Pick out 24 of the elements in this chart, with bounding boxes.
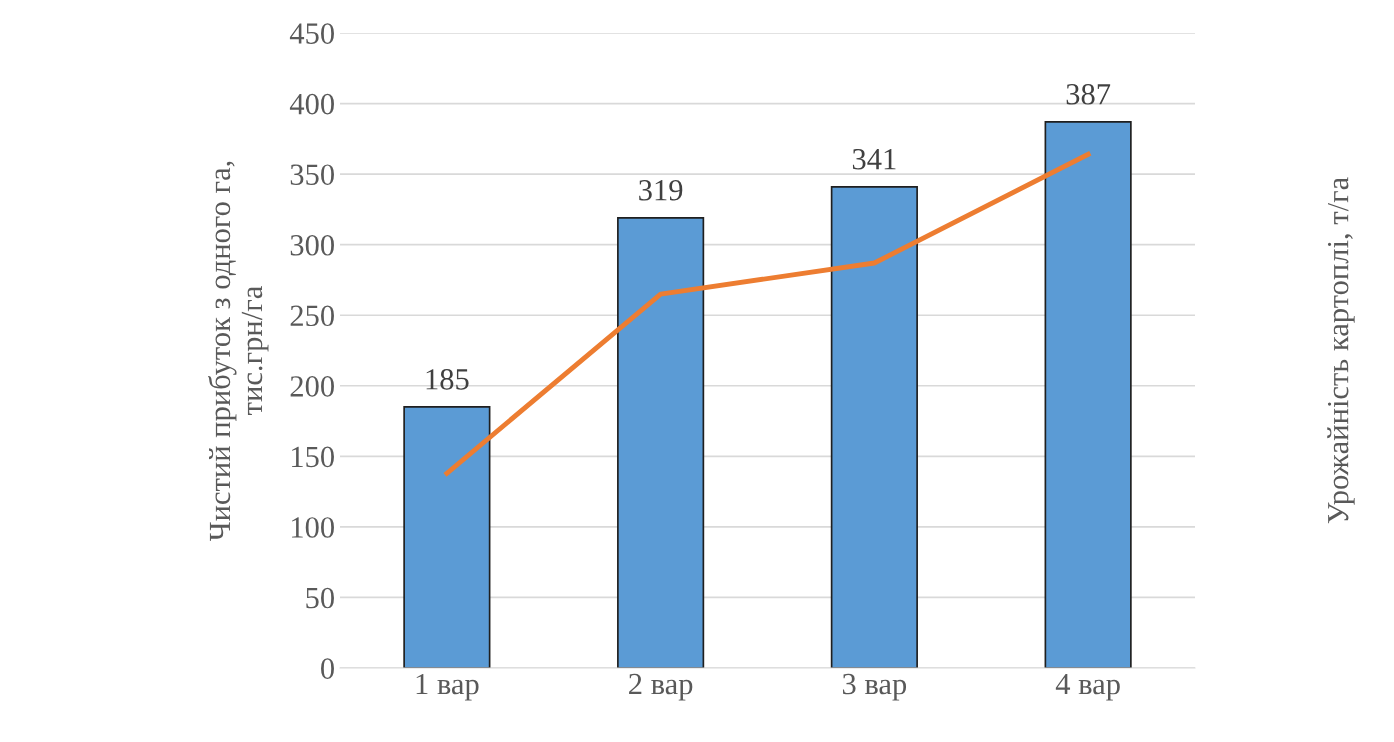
data-label: 387 (1066, 83, 1111, 105)
y-tick-label: 400 (289, 93, 334, 115)
bar (830, 185, 918, 668)
bar (1044, 121, 1132, 668)
x-tick-label: 3 вар (842, 673, 907, 701)
y-tick-label: 450 (289, 23, 334, 44)
data-label: 341 (852, 148, 896, 170)
x-tick-label: 2 вар (629, 673, 693, 701)
y2-axis-title: Урожайність картоплі, т/га (1327, 177, 1355, 524)
y-axis-title: Чистий прибуток з одного га, тис.грн/га (208, 161, 269, 541)
y-tick-label: 200 (290, 376, 334, 397)
y-tick-label: 250 (290, 305, 334, 327)
y-tick-label: 0 (321, 658, 334, 679)
x-tick-label: 4 вар (1055, 673, 1120, 701)
data-label: 185 (426, 369, 469, 390)
bar (617, 217, 705, 668)
y-tick-label: 150 (291, 446, 334, 468)
y-tick-label: 100 (291, 517, 334, 538)
data-label: 319 (639, 180, 683, 201)
y-tick-label: 350 (290, 164, 334, 186)
y-tick-label: 50 (306, 587, 334, 609)
y-tick-label: 300 (290, 234, 334, 256)
x-tick-label: 1 вар (416, 673, 479, 701)
bar (403, 406, 491, 668)
